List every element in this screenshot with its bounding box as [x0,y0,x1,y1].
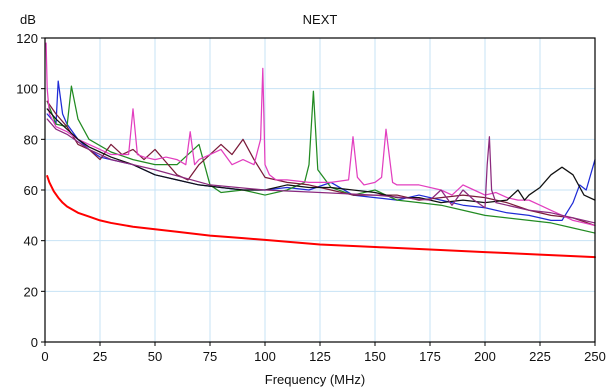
x-tick-label: 175 [419,349,441,364]
series-line-1 [46,175,596,259]
y-axis-label: dB [20,12,36,27]
x-tick-label: 250 [584,349,606,364]
y-tick-label: 120 [16,31,38,46]
x-tick-label: 200 [474,349,496,364]
y-tick-label: 60 [24,183,38,198]
chart-title: NEXT [303,12,338,27]
series-line-7 [46,118,596,224]
y-axis: 0 20 40 60 80 100 120 [16,31,45,350]
x-axis-label: Frequency (MHz) [265,372,365,387]
y-tick-label: 40 [24,234,38,249]
x-tick-label: 0 [41,349,48,364]
y-tick-label: 0 [31,335,38,350]
series-line-6 [46,108,596,204]
y-tick-label: 20 [24,284,38,299]
y-tick-label: 80 [24,132,38,147]
x-tick-label: 225 [529,349,551,364]
x-tick-label: 25 [93,349,107,364]
y-tick-label: 100 [16,82,38,97]
series-line-5 [45,42,596,227]
series-lines [45,42,596,259]
grid [45,38,595,342]
x-tick-label: 125 [309,349,331,364]
x-tick-label: 150 [364,349,386,364]
x-axis: 0 25 50 75 100 125 150 175 200 225 250 [41,342,606,364]
x-tick-label: 100 [254,349,276,364]
x-tick-label: 75 [203,349,217,364]
x-tick-label: 50 [148,349,162,364]
series-line-4 [46,100,596,227]
